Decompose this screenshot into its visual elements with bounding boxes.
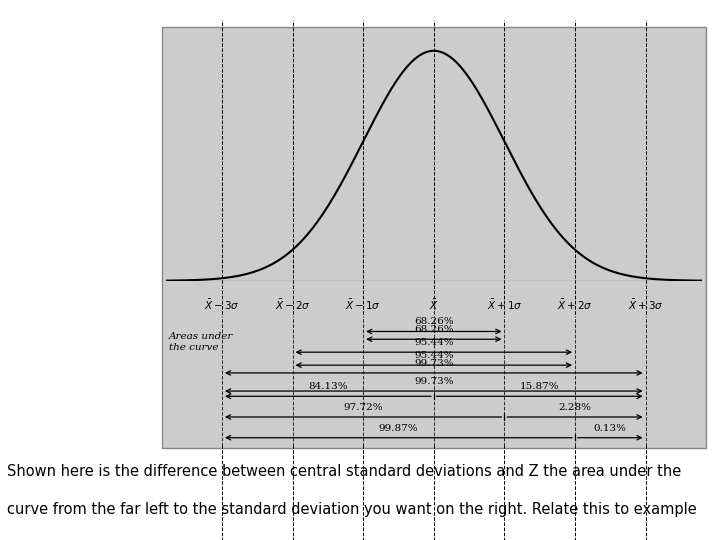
Text: 68.26%: 68.26% bbox=[414, 318, 454, 326]
Text: $\bar{X}+1\sigma$: $\bar{X}+1\sigma$ bbox=[487, 298, 522, 312]
Text: 95.44%: 95.44% bbox=[414, 338, 454, 347]
Text: $\bar{X}+3\sigma$: $\bar{X}+3\sigma$ bbox=[628, 298, 663, 312]
Text: 68.26%: 68.26% bbox=[414, 325, 454, 334]
Text: $\bar{X}+2\sigma$: $\bar{X}+2\sigma$ bbox=[557, 298, 593, 312]
Text: 2.28%: 2.28% bbox=[559, 403, 591, 412]
Text: 99.73%: 99.73% bbox=[414, 377, 454, 386]
Text: 0.13%: 0.13% bbox=[594, 423, 626, 433]
Text: Areas under
the curve: Areas under the curve bbox=[169, 332, 233, 352]
Text: $\bar{X}-2\sigma$: $\bar{X}-2\sigma$ bbox=[275, 298, 310, 312]
Text: 97.72%: 97.72% bbox=[343, 403, 383, 412]
Text: $\bar{X}-1\sigma$: $\bar{X}-1\sigma$ bbox=[346, 298, 381, 312]
Text: 15.87%: 15.87% bbox=[520, 382, 559, 391]
Text: curve from the far left to the standard deviation you want on the right. Relate : curve from the far left to the standard … bbox=[7, 502, 697, 517]
Text: 84.13%: 84.13% bbox=[308, 382, 348, 391]
Text: $\bar{X}$: $\bar{X}$ bbox=[429, 298, 438, 312]
Text: Shown here is the difference between central standard deviations and Z the area : Shown here is the difference between cen… bbox=[7, 464, 681, 480]
Text: $\bar{X}-3\sigma$: $\bar{X}-3\sigma$ bbox=[204, 298, 240, 312]
Text: 95.44%: 95.44% bbox=[414, 351, 454, 360]
Text: 99.87%: 99.87% bbox=[379, 423, 418, 433]
Text: 99.73%: 99.73% bbox=[414, 359, 454, 368]
